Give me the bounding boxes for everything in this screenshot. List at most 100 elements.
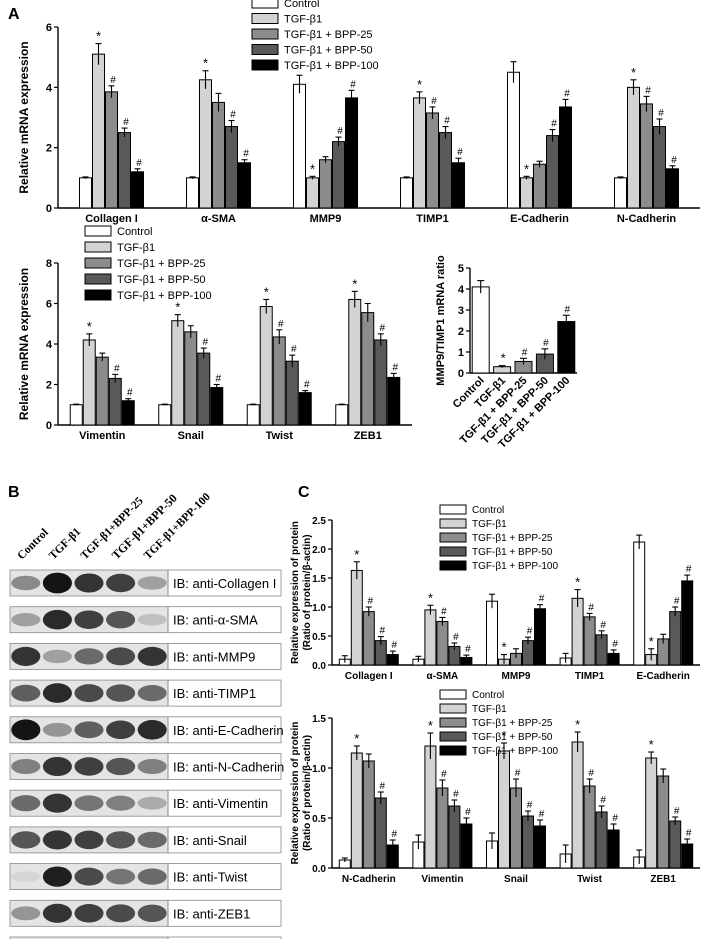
blot-strip-border (9, 606, 169, 634)
blot-band (106, 647, 136, 666)
bar (571, 597, 584, 666)
legend-swatch (251, 59, 279, 71)
y-tick-label: 1.0 (312, 764, 326, 775)
bar (633, 541, 646, 666)
significance-mark: * (575, 575, 580, 590)
bar (559, 106, 572, 209)
bar-group: * # # (633, 737, 694, 869)
significance-mark: # (465, 644, 471, 655)
significance-mark: * (264, 284, 269, 299)
blot-band (106, 720, 136, 740)
bar-group: * # # # (412, 590, 473, 666)
significance-mark: # (110, 75, 116, 86)
significance-mark: # (453, 789, 459, 800)
bar (571, 741, 584, 869)
x-tick-label: Snail (178, 430, 204, 442)
blot-band (74, 757, 104, 776)
y-axis-label: MMP9/TIMP1 mRNA ratio (435, 255, 447, 386)
bar (184, 331, 198, 426)
bar (657, 775, 670, 869)
bar-group: * # # (633, 534, 694, 666)
significance-mark: # (612, 813, 618, 824)
bar (82, 339, 96, 426)
significance-mark: # (127, 388, 133, 399)
bar (669, 611, 682, 666)
significance-mark: * (87, 319, 92, 334)
bar (471, 286, 490, 374)
blot-band (106, 611, 136, 629)
bar (374, 339, 388, 426)
bar (533, 163, 546, 209)
significance-mark: # (645, 85, 651, 96)
blot-row: IB: anti-Snail (9, 826, 282, 854)
legend: Control TGF-β1 TGF-β1 + BPP-25 TGF-β1 + BPP… (439, 689, 558, 757)
blot-label-box (167, 936, 282, 939)
significance-mark: # (304, 380, 310, 391)
blot-label-box (167, 716, 282, 744)
bar (666, 168, 679, 209)
blot-row: IB: anti-E-Cadherin (9, 716, 284, 744)
legend-swatch (439, 532, 467, 543)
legend-swatch (439, 504, 467, 515)
blot-band (106, 684, 136, 702)
y-axis-label: Relative mRNA expression (17, 268, 31, 420)
significance-mark: * (631, 65, 636, 80)
significance-mark: # (392, 640, 398, 651)
blot-label-box (167, 679, 282, 707)
bar (374, 797, 387, 869)
significance-mark: # (441, 769, 447, 780)
blot-band (11, 795, 41, 812)
bar (681, 580, 694, 666)
legend-entry: TGF-β1 + BPP-25 (472, 718, 553, 729)
legend-swatch (84, 257, 112, 269)
blot-row: IB: anti-Vimentin (9, 789, 282, 817)
x-tick-label: E-Cadherin (510, 213, 569, 225)
blot-band (137, 576, 167, 590)
blot-row: IB: anti-TIMP1 (9, 679, 282, 707)
significance-mark: # (114, 363, 120, 374)
significance-mark: # (380, 626, 386, 637)
y-tick-label: 2 (46, 143, 52, 155)
y-axis-label-2: (Ratio of protein/β-actin) (302, 534, 313, 650)
blot-band (11, 613, 41, 627)
significance-mark: # (457, 147, 463, 158)
blot-label-box (167, 753, 282, 780)
y-tick-label: 0 (46, 420, 52, 432)
bar (361, 312, 375, 426)
bar (199, 79, 212, 209)
blot-band (74, 795, 104, 812)
bar (348, 298, 362, 426)
bar (246, 404, 260, 426)
legend-swatch (439, 689, 467, 700)
y-axis-label: Relative mRNA expression (17, 41, 31, 193)
significance-mark: # (202, 337, 208, 348)
blot-label: IB: anti-N-Cadherin (173, 760, 284, 775)
bar (79, 177, 92, 209)
bar (460, 823, 473, 869)
y-tick-label: 8 (46, 258, 52, 270)
chart-c1: 0.0 0.5 1.0 1.5 2.0 2.5 Relative expression of… (290, 504, 700, 682)
y-tick-label: 0 (458, 368, 464, 380)
blot-band (137, 719, 167, 740)
blot-band (106, 868, 136, 885)
bar (486, 600, 498, 666)
blot-label: IB: anti-MMP9 (173, 649, 255, 664)
significance-mark: * (354, 547, 359, 562)
blot-band (137, 831, 167, 849)
blot-band (74, 648, 104, 665)
blot-row: IB: anti-MMP9 (9, 643, 282, 670)
bar (186, 177, 199, 209)
legend: Control TGF-β1 TGF-β1 + BPP-25 TGF-β1 + BPP… (439, 504, 558, 572)
bar (522, 640, 534, 666)
bar (225, 126, 238, 209)
y-tick-label: 2 (46, 380, 52, 392)
bar (171, 320, 185, 426)
x-tick-label: ZEB1 (354, 430, 382, 442)
blot-label-box (167, 863, 282, 890)
blot-label: IB: anti-E-Cadherin (173, 723, 284, 738)
blot-band (137, 796, 167, 810)
legend-entry: Control (472, 690, 504, 701)
significance-mark: * (649, 634, 654, 649)
y-tick-label: 1.5 (312, 714, 326, 725)
significance-mark: * (501, 351, 506, 366)
